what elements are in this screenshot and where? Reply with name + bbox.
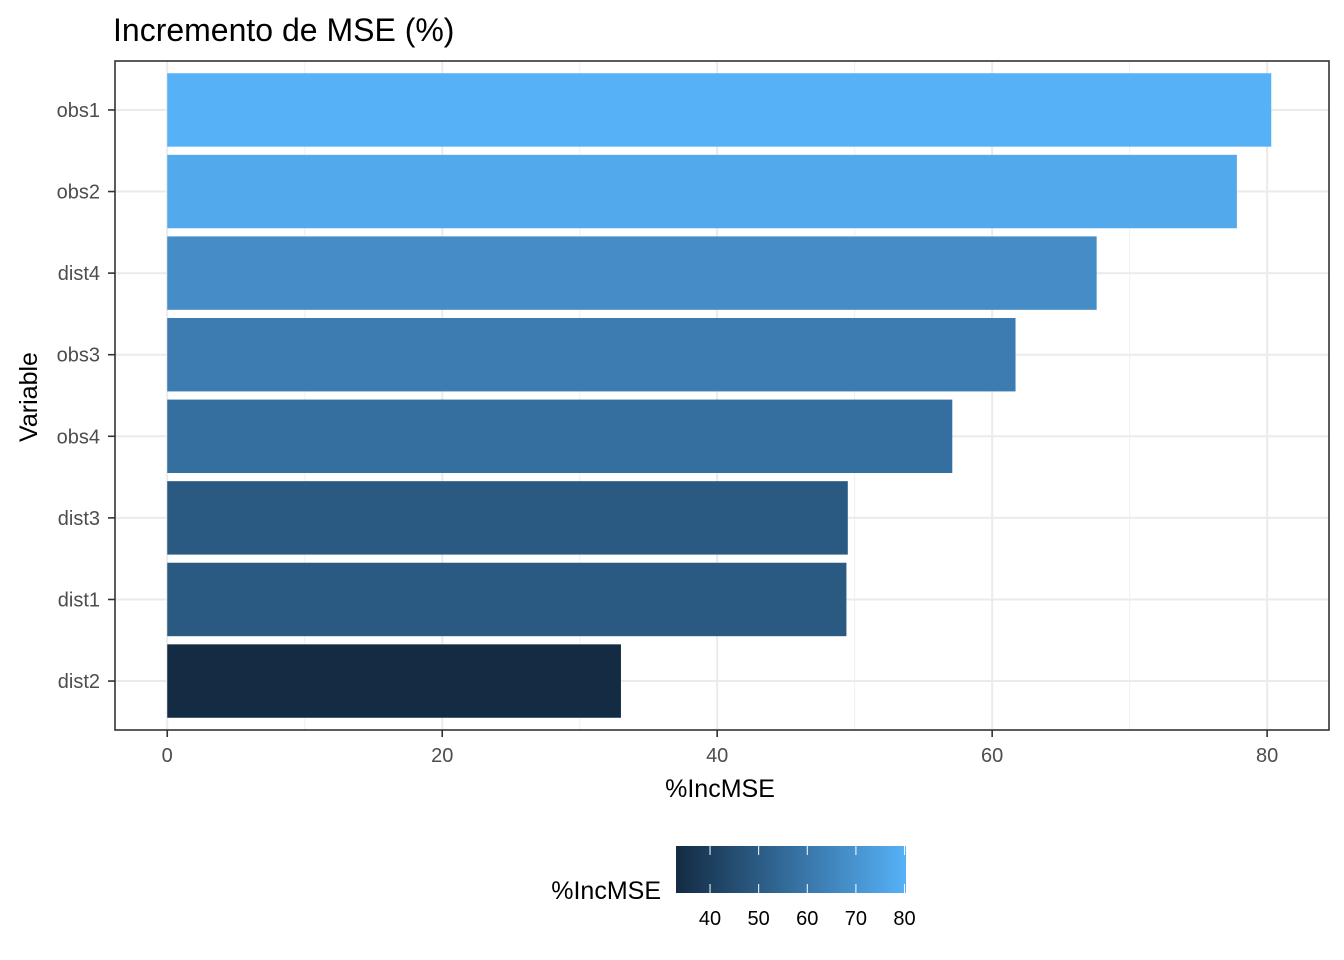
x-axis: 0 20 40 60 80 [162,730,1278,767]
bar-dist3 [167,481,848,555]
legend-tick-label: 70 [845,908,867,930]
y-tick-label: dist4 [58,263,100,285]
bar-obs2 [167,154,1237,229]
legend-tick-label: 40 [699,908,721,930]
plot-panel-border [114,60,1330,731]
x-axis-title: %IncMSE [665,775,775,803]
legend-tick-label: 80 [893,908,915,930]
y-tick-label: obs1 [57,100,100,122]
x-tick-label: 0 [162,745,173,767]
x-tick-label: 20 [431,745,453,767]
legend-ticks: 40 50 60 70 80 [699,846,916,930]
y-tick-label: obs4 [57,426,100,448]
legend-title: %IncMSE [551,877,661,905]
legend-tick-label: 60 [796,908,818,930]
y-tick-label: dist3 [58,508,100,530]
legend-tick-label: 50 [748,908,770,930]
bar-obs3 [167,317,1016,392]
x-tick-label: 60 [981,745,1003,767]
y-tick-label: obs2 [57,182,100,204]
x-tick-label: 80 [1256,745,1278,767]
bar-dist1 [167,562,847,637]
chart-title: Incremento de MSE (%) [113,12,454,48]
y-tick-label: obs3 [57,345,100,367]
y-axis: obs1 obs2 dist4 obs3 obs4 dist3 dist1 dist2 [57,100,115,693]
color-legend: %IncMSE 40 50 60 70 80 [551,846,916,930]
bars [167,73,1272,718]
bar-dist4 [167,236,1097,310]
bar-dist2 [167,644,621,718]
y-tick-label: dist1 [58,589,100,611]
y-tick-label: dist2 [58,671,100,693]
x-tick-label: 40 [706,745,728,767]
bar-obs1 [167,73,1272,147]
legend-colorbar [676,846,906,893]
bar-obs4 [167,399,953,474]
y-axis-title: Variable [15,352,43,442]
